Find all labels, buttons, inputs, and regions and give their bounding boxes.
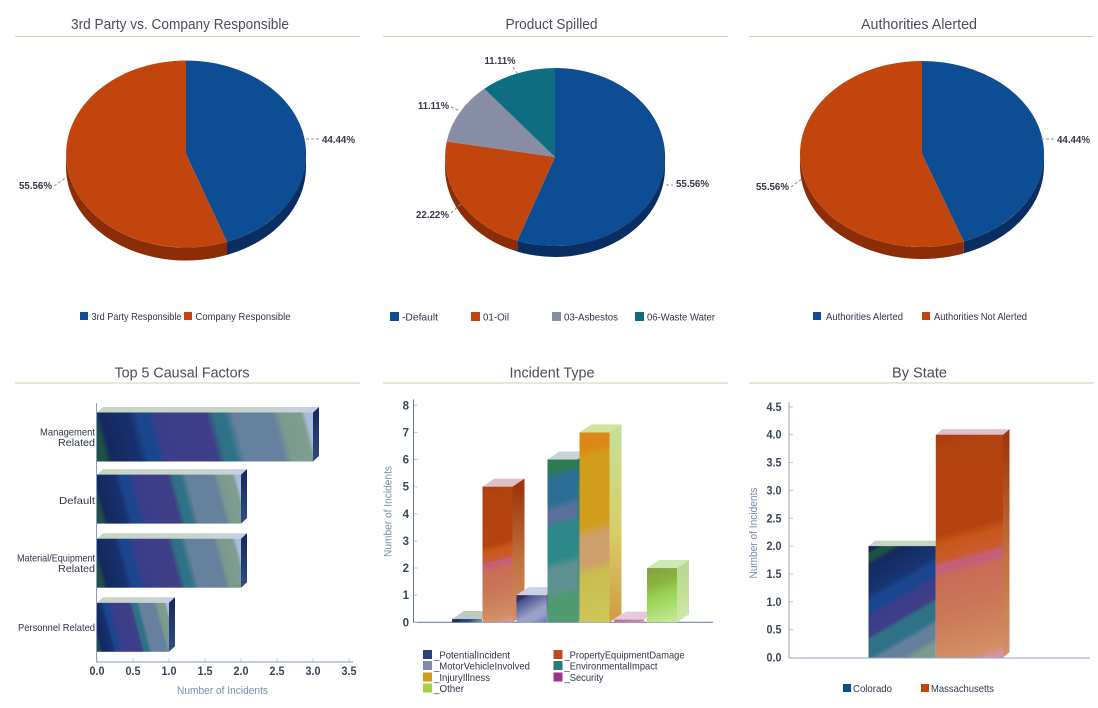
svg-text:_InjuryIllness: _InjuryIllness bbox=[433, 672, 490, 684]
svg-text:6: 6 bbox=[403, 455, 409, 467]
svg-text:Authorities Not Alerted: Authorities Not Alerted bbox=[934, 311, 1027, 323]
svg-text:03-Asbestos: 03-Asbestos bbox=[564, 312, 618, 324]
svg-text:Related: Related bbox=[58, 563, 95, 575]
svg-text:Personnel Related: Personnel Related bbox=[18, 622, 95, 634]
svg-text:_Security: _Security bbox=[564, 672, 605, 684]
svg-text:2: 2 bbox=[403, 563, 409, 575]
svg-text:2.0: 2.0 bbox=[234, 666, 249, 678]
svg-text:Colorado: Colorado bbox=[853, 683, 892, 695]
svg-text:Default: Default bbox=[59, 495, 95, 507]
svg-text:55.56%: 55.56% bbox=[756, 181, 790, 193]
svg-text:_Other: _Other bbox=[433, 683, 464, 695]
svg-text:2.5: 2.5 bbox=[270, 666, 286, 678]
svg-text:1: 1 bbox=[403, 590, 410, 602]
svg-text:Number of Incidents: Number of Incidents bbox=[748, 487, 760, 578]
svg-text:8: 8 bbox=[403, 400, 410, 412]
svg-text:0.0: 0.0 bbox=[90, 666, 105, 678]
svg-text:3.0: 3.0 bbox=[767, 485, 782, 497]
svg-text:3rd Party Responsible: 3rd Party Responsible bbox=[92, 311, 182, 323]
svg-text:3.0: 3.0 bbox=[306, 666, 321, 678]
svg-text:1.5: 1.5 bbox=[767, 569, 783, 581]
svg-text:_PotentialIncident: _PotentialIncident bbox=[433, 650, 510, 662]
svg-text:By State: By State bbox=[892, 366, 947, 382]
svg-text:Company Responsible: Company Responsible bbox=[196, 311, 291, 323]
svg-text:Incident Type: Incident Type bbox=[510, 366, 595, 382]
svg-text:2.0: 2.0 bbox=[767, 541, 782, 553]
svg-text:55.56%: 55.56% bbox=[19, 180, 53, 192]
svg-text:Number of Incidents: Number of Incidents bbox=[177, 685, 268, 697]
svg-text:1.5: 1.5 bbox=[198, 666, 214, 678]
svg-text:1.0: 1.0 bbox=[162, 666, 177, 678]
svg-text:Management: Management bbox=[40, 427, 95, 439]
svg-text:Massachusetts: Massachusetts bbox=[931, 683, 994, 695]
svg-text:55.56%: 55.56% bbox=[676, 178, 710, 190]
svg-text:22.22%: 22.22% bbox=[416, 209, 450, 221]
svg-text:_EnvironmentalImpact: _EnvironmentalImpact bbox=[564, 661, 658, 673]
svg-text:11.11%: 11.11% bbox=[418, 100, 450, 112]
svg-text:0: 0 bbox=[403, 617, 409, 629]
svg-text:3.5: 3.5 bbox=[342, 666, 358, 678]
svg-text:5: 5 bbox=[403, 482, 410, 494]
svg-text:2.5: 2.5 bbox=[767, 513, 783, 525]
svg-text:Number of Incidents: Number of Incidents bbox=[383, 466, 395, 557]
svg-text:11.11%: 11.11% bbox=[485, 55, 517, 67]
svg-text:Related: Related bbox=[58, 437, 95, 449]
svg-text:3: 3 bbox=[403, 536, 409, 548]
svg-text:0.5: 0.5 bbox=[126, 666, 142, 678]
svg-text:Authorities Alerted: Authorities Alerted bbox=[826, 311, 903, 323]
svg-text:3.5: 3.5 bbox=[767, 458, 783, 470]
svg-text:Authorities Alerted: Authorities Alerted bbox=[861, 17, 977, 33]
svg-text:3rd Party vs. Company Responsi: 3rd Party vs. Company Responsible bbox=[71, 17, 289, 33]
svg-text:_PropertyEquipmentDamage: _PropertyEquipmentDamage bbox=[564, 650, 685, 662]
svg-text:Product Spilled: Product Spilled bbox=[506, 17, 598, 33]
svg-text:7: 7 bbox=[403, 427, 409, 439]
svg-text:4.0: 4.0 bbox=[767, 430, 782, 442]
svg-text:06-Waste Water: 06-Waste Water bbox=[647, 312, 715, 324]
svg-text:1.0: 1.0 bbox=[767, 597, 782, 609]
svg-text:0.5: 0.5 bbox=[767, 625, 783, 637]
svg-text:Top 5 Causal Factors: Top 5 Causal Factors bbox=[115, 366, 250, 382]
svg-text:01-Oil: 01-Oil bbox=[483, 312, 509, 324]
svg-text:4: 4 bbox=[403, 509, 410, 521]
svg-text:Material/Equipment: Material/Equipment bbox=[17, 553, 95, 565]
svg-text:-Default: -Default bbox=[402, 312, 438, 324]
svg-text:0.0: 0.0 bbox=[767, 653, 782, 665]
svg-text:_MotorVehicleInvolved: _MotorVehicleInvolved bbox=[433, 661, 530, 673]
svg-text:44.44%: 44.44% bbox=[322, 134, 356, 146]
svg-text:4.5: 4.5 bbox=[767, 402, 783, 414]
svg-text:44.44%: 44.44% bbox=[1057, 134, 1091, 146]
